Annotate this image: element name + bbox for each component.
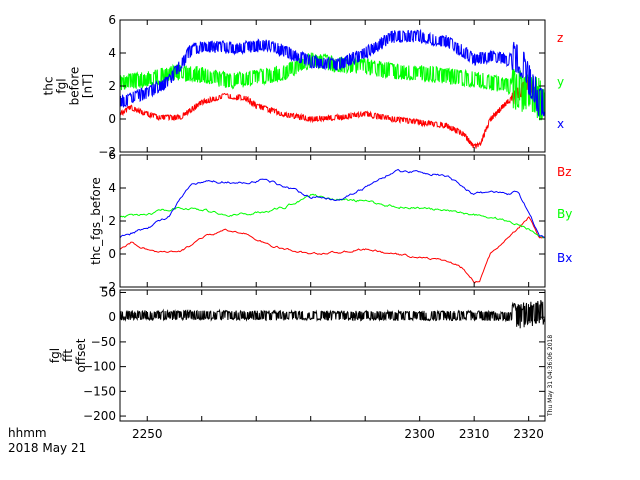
y-tick-label: 0 [108,247,116,261]
y-tick-label: 6 [108,148,116,162]
series-line-panel3 [119,300,546,329]
y-tick-label: 0 [108,310,116,324]
y-tick-label: 4 [108,46,116,60]
y-axis-label: offset [74,338,88,372]
x-tick-label: 2310 [459,427,490,441]
series-line-x [119,28,545,117]
plot-frame [119,154,546,288]
y-tick-label: −150 [83,384,116,398]
y-tick-label: −100 [83,360,116,374]
legend-bx: Bx [557,251,572,265]
y-tick-label: −50 [91,335,116,349]
y-tick-label: −2 [98,145,116,159]
creation-timestamp: Thu May 31 04:36:06 2018 [547,335,554,417]
legend-z: z [557,31,563,45]
y-tick-label: 2 [108,214,116,228]
x-tick-label: 2320 [513,427,544,441]
x-tick-label: 2300 [404,427,435,441]
series-line-z [119,76,546,149]
series-line-y [119,52,546,121]
y-axis-label: before [68,67,82,106]
y-axis-label: thc [42,77,56,96]
plot-frame [119,289,546,422]
series-line-bx [119,168,545,239]
y-tick-label: −2 [98,280,116,294]
y-axis-label: fft [61,349,75,362]
legend-by: By [557,207,572,221]
y-axis-label: thc_fgs_before [89,177,103,265]
y-tick-label: 2 [108,79,116,93]
legend-y: y [557,75,564,89]
y-tick-label: 50 [101,285,116,299]
y-axis-label: fgl [55,78,69,93]
y-tick-label: 0 [108,112,116,126]
y-tick-label: 6 [108,13,116,27]
legend-bz: Bz [557,165,572,179]
series-line-bz [119,216,545,284]
y-tick-label: −200 [83,409,116,423]
footer-date-label: 2018 May 21 [8,441,86,455]
legend-x: x [557,117,564,131]
series-line-by [119,193,545,239]
footer-time-label: hhmm [8,426,47,440]
y-axis-label: fgl [48,348,62,363]
y-tick-label: 4 [108,181,116,195]
y-axis-label: [nT] [81,74,95,98]
x-tick-label: 2250 [132,427,163,441]
